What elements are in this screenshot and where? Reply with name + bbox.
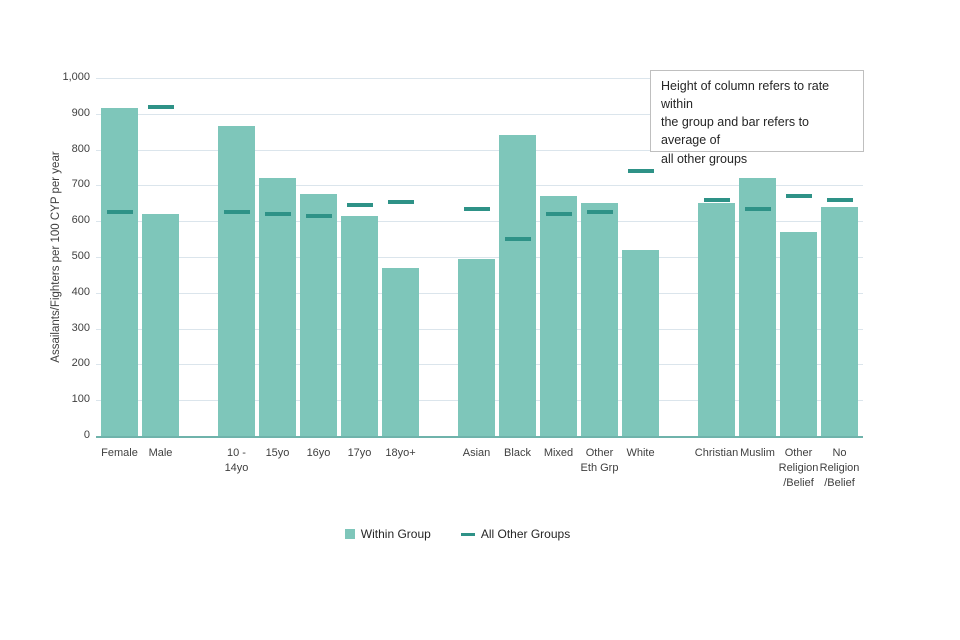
y-tick-label: 0 xyxy=(83,429,90,441)
bar-within-group xyxy=(101,108,138,436)
all-other-groups-marker xyxy=(826,197,853,202)
x-tick-label: Mixed xyxy=(543,447,574,459)
x-tick-label: 16yo xyxy=(306,447,331,459)
bar-within-group xyxy=(499,135,536,436)
gridline xyxy=(96,78,863,79)
bar-slot-christian xyxy=(698,78,735,436)
all-other-groups-dash-icon xyxy=(460,532,475,536)
bar-within-group xyxy=(458,258,495,436)
legend-item-all-other-groups: All Other Groups xyxy=(460,527,571,541)
y-tick-label: 600 xyxy=(71,214,90,227)
bar-slot-other xyxy=(581,78,618,436)
annotation-text: Height of column refers to rate within t… xyxy=(661,79,830,166)
y-tick-label: 300 xyxy=(71,321,90,334)
bar-slot-male xyxy=(142,78,179,436)
all-other-groups-marker xyxy=(264,212,291,217)
x-tick-label: White xyxy=(626,447,655,459)
x-tick-label: Asian xyxy=(462,447,491,459)
bar-within-group xyxy=(622,249,659,436)
y-tick-label: 500 xyxy=(71,250,90,262)
bar-within-group xyxy=(300,194,337,436)
gridline xyxy=(96,185,863,187)
y-tick-label: 200 xyxy=(71,357,90,370)
bar-slot-black xyxy=(499,78,536,436)
gridline xyxy=(96,221,863,223)
bar-slot-other xyxy=(780,78,817,436)
x-tick-label: Female xyxy=(101,447,138,459)
bar-slot-female xyxy=(101,78,138,436)
x-tick-label: Christian xyxy=(694,447,739,459)
bar-within-group xyxy=(218,126,255,436)
x-tick-label: 17yo xyxy=(347,447,372,459)
y-tick-label: 900 xyxy=(71,106,90,119)
legend-label-within-group: Within Group xyxy=(360,527,431,541)
all-other-groups-marker xyxy=(586,210,613,215)
bar-slot-white xyxy=(622,78,659,436)
bar-slot-17yo xyxy=(341,78,378,436)
x-tick-label: Other Religion /Belief xyxy=(778,447,819,489)
gridline xyxy=(96,149,863,151)
bar-slot-10- xyxy=(218,78,255,436)
gridline xyxy=(96,257,863,258)
y-tick-label: 400 xyxy=(71,285,90,298)
all-other-groups-marker xyxy=(387,199,414,204)
annotation-box: Height of column refers to rate within t… xyxy=(650,70,864,166)
bar-slot-mixed xyxy=(540,78,577,436)
y-tick-label: 800 xyxy=(71,142,90,155)
within-group-swatch-icon xyxy=(344,529,355,539)
bar-slot-16yo xyxy=(300,78,337,436)
all-other-groups-marker xyxy=(785,194,812,199)
y-tick-label: 100 xyxy=(71,393,90,406)
bar-within-group xyxy=(382,267,419,436)
all-other-groups-marker xyxy=(305,213,332,218)
bar-slot-asian xyxy=(458,78,495,436)
bar-within-group xyxy=(142,214,179,436)
all-other-groups-marker xyxy=(147,104,174,109)
x-tick-label: Other Eth Grp xyxy=(580,447,619,474)
bar-slot-15yo xyxy=(259,78,296,436)
gridline xyxy=(96,113,863,115)
legend-item-within-group: Within Group xyxy=(344,527,431,541)
bar-within-group xyxy=(780,231,817,436)
x-tick-label: Male xyxy=(148,447,173,459)
bar-within-group xyxy=(698,203,735,436)
all-other-groups-marker xyxy=(627,169,654,174)
x-tick-label: No Religion /Belief xyxy=(819,447,860,489)
all-other-groups-marker xyxy=(346,203,373,208)
bar-within-group xyxy=(581,203,618,436)
all-other-groups-marker xyxy=(223,210,250,215)
bar-within-group xyxy=(259,178,296,436)
bar-within-group xyxy=(821,206,858,436)
all-other-groups-marker xyxy=(545,212,572,217)
all-other-groups-marker xyxy=(463,206,490,211)
bar-within-group xyxy=(341,215,378,436)
bar-slot-no xyxy=(821,78,858,436)
bar-within-group xyxy=(540,196,577,436)
x-tick-label: Black xyxy=(504,447,531,459)
all-other-groups-marker xyxy=(504,237,531,242)
y-tick-label: 700 xyxy=(71,178,90,191)
legend-label-all-other-groups: All Other Groups xyxy=(480,527,571,541)
bar-slot-muslim xyxy=(739,78,776,436)
x-tick-label: 10 - 14yo xyxy=(224,447,249,474)
bar-slot-18yo+ xyxy=(382,78,419,436)
all-other-groups-marker xyxy=(703,197,730,202)
all-other-groups-marker xyxy=(744,206,771,211)
all-other-groups-marker xyxy=(106,210,133,215)
x-tick-label: Muslim xyxy=(740,447,775,459)
x-tick-label: 15yo xyxy=(265,447,290,459)
y-tick-label: 1,000 xyxy=(62,71,90,83)
plot-area: Female Male 10 - 14yo 15yo 16yo 17yo 18yo+ Asia… xyxy=(96,78,863,489)
bar-within-group xyxy=(739,178,776,436)
legend: Within Group All Other Groups xyxy=(0,527,915,541)
x-tick-label: 18yo+ xyxy=(385,447,416,459)
